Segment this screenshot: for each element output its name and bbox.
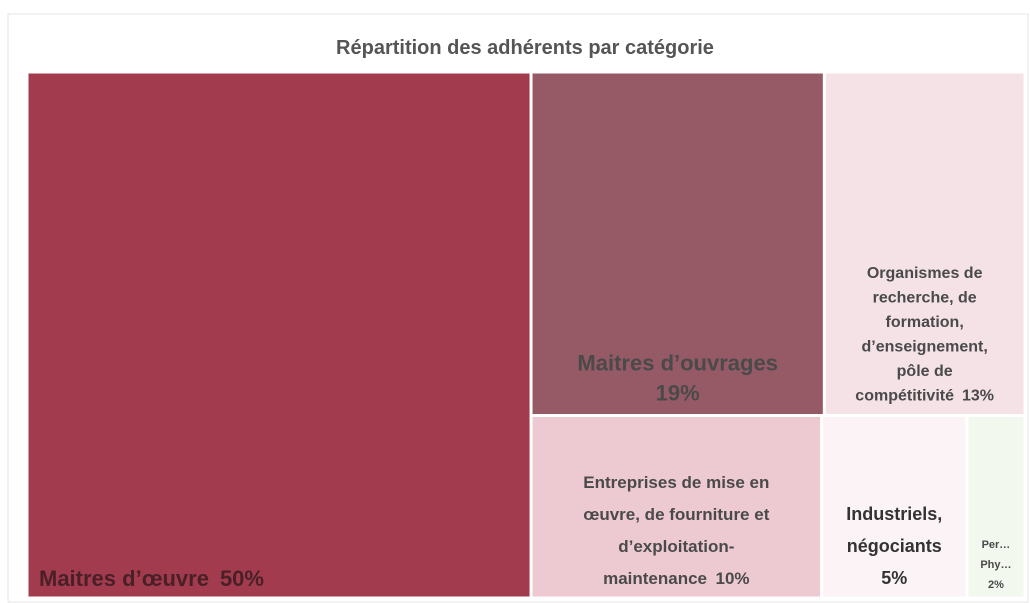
category-label: d’exploitation- (618, 537, 734, 556)
category-label: recherche, de (873, 290, 977, 307)
category-label: formation, (886, 314, 964, 331)
category-label: Entreprises de mise en (583, 473, 769, 492)
treemap-cell (532, 417, 821, 597)
category-label: Industriels, (846, 504, 942, 524)
cell-label: Entreprises de mise en œuvre, de fournitu… (583, 473, 769, 588)
category-label: Per… (982, 539, 1011, 551)
treemap-cell (28, 73, 530, 597)
treemap-cell (825, 73, 1024, 415)
value-label: 2% (988, 579, 1004, 591)
category-label: pôle de (897, 363, 953, 380)
category-label: négociants (847, 536, 942, 556)
cell-label: Maitres d’œuvre 50% (39, 566, 264, 591)
treemap-cell (532, 73, 823, 415)
treemap-cell (823, 417, 966, 597)
category-label: Maitres d’œuvre (39, 566, 209, 591)
category-label: Organismes de (867, 265, 983, 282)
cell-label: Maitres d’ouvrages 19% (577, 351, 778, 406)
cell-label: Organismes de recherche, de formation, d’en… (855, 265, 994, 405)
category-label: maintenance (603, 569, 707, 588)
category-label: compétitivité (855, 388, 954, 405)
category-label: œuvre, de fourniture et (583, 505, 769, 524)
cell-label: Industriels, négociants 5% (846, 504, 942, 588)
category-label: Maitres d’ouvrages (577, 351, 778, 376)
value-label: 5% (881, 568, 907, 588)
value-label: 19% (656, 381, 700, 406)
value-label: 50% (220, 566, 264, 591)
value-label: 10% (716, 569, 750, 588)
category-label: Phy… (980, 559, 1011, 571)
chart-title: Répartition des adhérents par catégorie (336, 37, 714, 59)
category-label: d’enseignement, (862, 339, 988, 356)
cell-label: Per… Phy… 2% (980, 539, 1011, 591)
treemap-cell (968, 417, 1024, 597)
value-label: 13% (962, 388, 994, 405)
